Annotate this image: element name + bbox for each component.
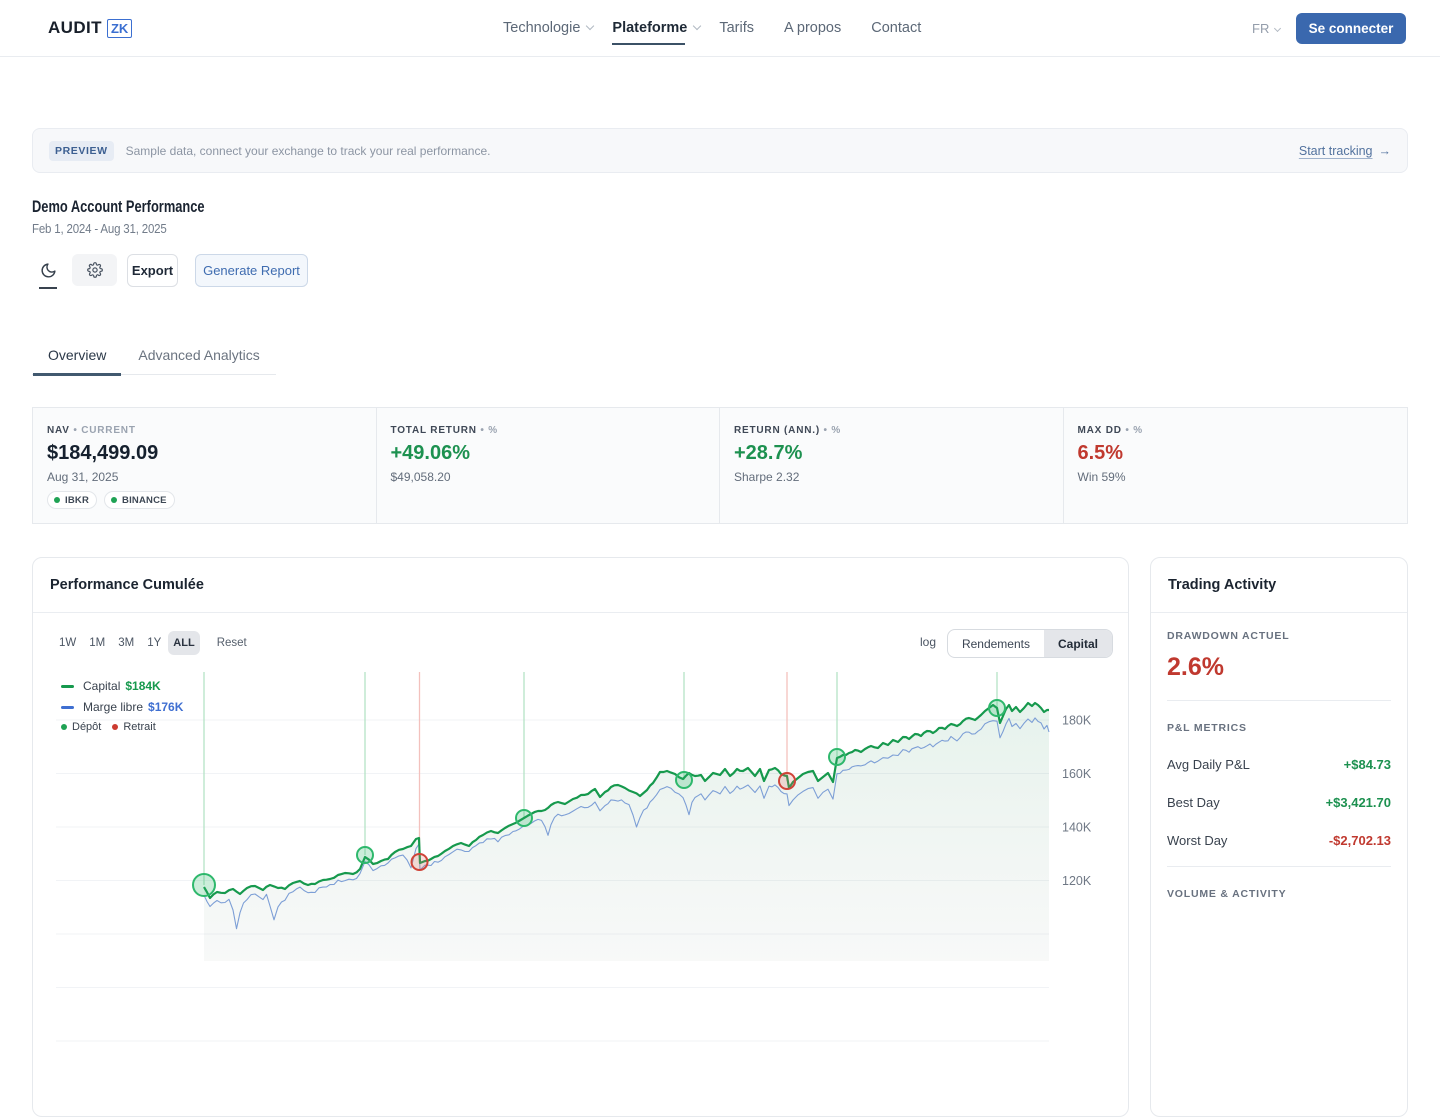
svg-text:140K: 140K — [1062, 821, 1092, 835]
svg-text:180K: 180K — [1062, 714, 1092, 728]
svg-text:160K: 160K — [1062, 767, 1092, 781]
svg-text:120K: 120K — [1062, 874, 1092, 888]
